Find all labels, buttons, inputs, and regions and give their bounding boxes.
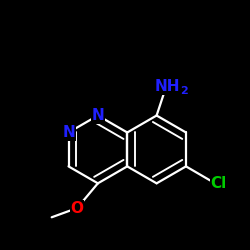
Text: Cl: Cl: [211, 176, 227, 191]
Text: 2: 2: [180, 86, 188, 96]
Text: N: N: [92, 108, 104, 123]
Text: NH: NH: [154, 79, 180, 94]
Text: O: O: [71, 200, 84, 216]
Text: N: N: [62, 125, 75, 140]
